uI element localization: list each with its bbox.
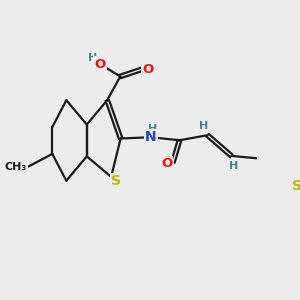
Text: O: O	[142, 63, 153, 76]
Text: S: S	[111, 174, 121, 188]
Text: H: H	[148, 124, 157, 134]
Text: O: O	[94, 58, 106, 70]
Text: H: H	[229, 160, 239, 170]
Text: N: N	[145, 130, 157, 144]
Text: S: S	[292, 179, 300, 193]
Text: H: H	[199, 121, 208, 130]
Text: CH₃: CH₃	[5, 161, 27, 172]
Text: H: H	[88, 53, 98, 63]
Text: O: O	[161, 157, 172, 170]
